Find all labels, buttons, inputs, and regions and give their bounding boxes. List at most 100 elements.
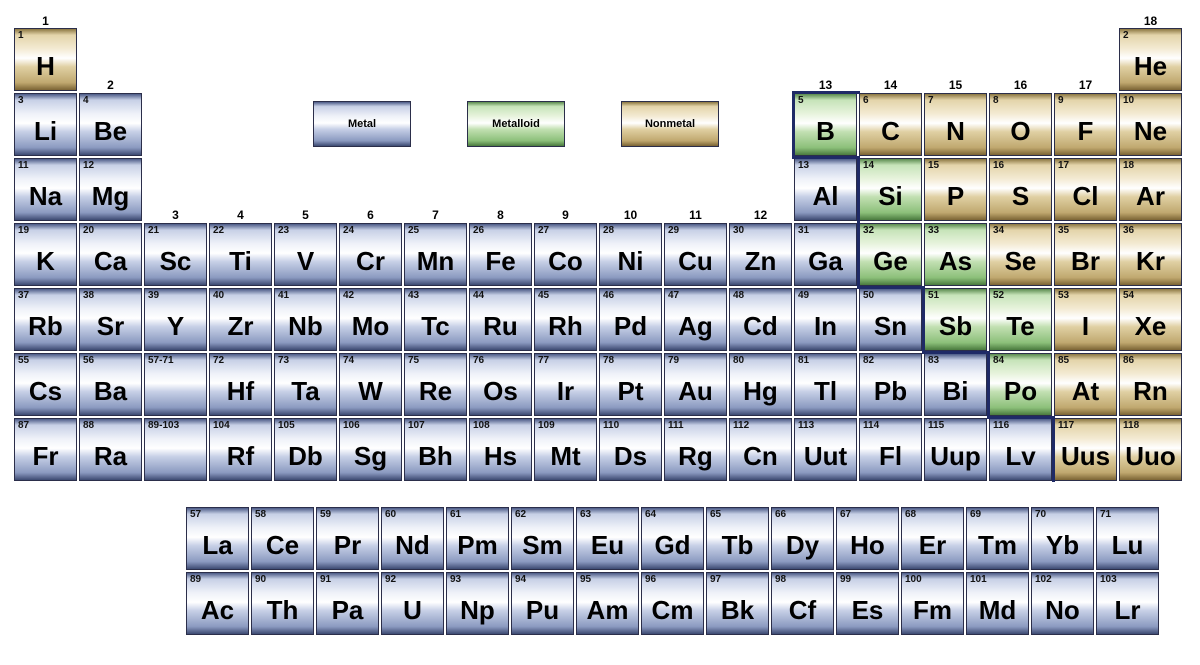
element-cell-Ga: 31Ga: [794, 223, 857, 286]
element-symbol: Ta: [275, 376, 336, 407]
element-symbol: Fm: [902, 595, 963, 626]
element-symbol: N: [925, 116, 986, 147]
element-cell-Te: 52Te: [989, 288, 1052, 351]
element-cell-Bh: 107Bh: [404, 418, 467, 481]
atomic-number: 18: [1123, 160, 1134, 171]
element-symbol: Mg: [80, 181, 141, 212]
atomic-number: 114: [863, 420, 879, 431]
atomic-number: 43: [408, 290, 419, 301]
group-labels-row1: 118: [14, 14, 1186, 28]
group-number-label: 16: [989, 78, 1052, 92]
group-number-label: 11: [664, 208, 727, 222]
element-cell-As: 33As: [924, 223, 987, 286]
element-symbol: Mt: [535, 441, 596, 472]
element-cell-Ta: 73Ta: [274, 353, 337, 416]
atomic-number: 45: [538, 290, 549, 301]
staircase-segment: [922, 351, 990, 354]
element-cell-Ru: 44Ru: [469, 288, 532, 351]
element-cell-Yb: 70Yb: [1031, 507, 1094, 570]
element-cell-Bk: 97Bk: [706, 572, 769, 635]
atomic-number: 60: [385, 509, 396, 520]
atomic-number: 51: [928, 290, 939, 301]
element-symbol: Ce: [252, 530, 313, 561]
atomic-number: 16: [993, 160, 1004, 171]
atomic-number: 83: [928, 355, 939, 366]
element-symbol: Zn: [730, 246, 791, 277]
element-cell-Rn: 86Rn: [1119, 353, 1182, 416]
atomic-number: 24: [343, 225, 354, 236]
atomic-number: 36: [1123, 225, 1134, 236]
element-symbol: Be: [80, 116, 141, 147]
element-cell-K: 19 K: [14, 223, 77, 286]
atomic-number: 111: [668, 420, 684, 431]
atomic-number: 3: [18, 95, 24, 106]
element-cell-La: 57La: [186, 507, 249, 570]
atomic-number: 28: [603, 225, 614, 236]
atomic-number: 105: [278, 420, 295, 431]
element-symbol: Cu: [665, 246, 726, 277]
element-cell-Br: 35Br: [1054, 223, 1117, 286]
atomic-number: 63: [580, 509, 591, 520]
f-block-grid: 57La58Ce59Pr60Nd61Pm62Sm63Eu64Gd65Tb66Dy…: [186, 507, 1186, 635]
element-symbol: Er: [902, 530, 963, 561]
element-symbol: Hg: [730, 376, 791, 407]
element-symbol: Sm: [512, 530, 573, 561]
element-symbol: As: [925, 246, 986, 277]
element-cell-Np: 93 Np: [446, 572, 509, 635]
element-symbol: Y: [145, 311, 206, 342]
element-cell-Fe: 26Fe: [469, 223, 532, 286]
element-cell-Ir: 77Ir: [534, 353, 597, 416]
atomic-number: 25: [408, 225, 419, 236]
legend-metalloid-label: Metalloid: [492, 118, 540, 130]
group-number-label: 8: [469, 208, 532, 222]
element-symbol: Cm: [642, 595, 703, 626]
staircase-segment: [922, 287, 925, 352]
element-symbol: Cf: [772, 595, 833, 626]
element-symbol: Mo: [340, 311, 401, 342]
element-cell-Hf: 72Hf: [209, 353, 272, 416]
atomic-number: 76: [473, 355, 484, 366]
element-symbol: W: [340, 376, 401, 407]
element-cell-Na: 11Na: [14, 158, 77, 221]
element-cell-Es: 99Es: [836, 572, 899, 635]
atomic-number: 92: [385, 574, 396, 585]
atomic-number: 93: [450, 574, 461, 585]
element-cell-Rf: 104Rf: [209, 418, 272, 481]
element-cell-Cn: 112Cn: [729, 418, 792, 481]
element-symbol: At: [1055, 376, 1116, 407]
element-symbol: Pb: [860, 376, 921, 407]
atomic-number: 19: [18, 225, 29, 236]
element-symbol: K: [15, 246, 76, 277]
atomic-number: 41: [278, 290, 289, 301]
element-symbol: Sr: [80, 311, 141, 342]
element-symbol: Uut: [795, 441, 856, 472]
atomic-number: 30: [733, 225, 744, 236]
element-symbol: No: [1032, 595, 1093, 626]
element-cell-Sr: 38Sr: [79, 288, 142, 351]
element-cell-In: 49In: [794, 288, 857, 351]
element-symbol: Yb: [1032, 530, 1093, 561]
element-symbol: Np: [447, 595, 508, 626]
atomic-number: 56: [83, 355, 94, 366]
element-cell-Pr: 59Pr: [316, 507, 379, 570]
element-cell-Lv: 116Lv: [989, 418, 1052, 481]
element-symbol: Au: [665, 376, 726, 407]
staircase-segment: [792, 156, 860, 159]
element-symbol: Ga: [795, 246, 856, 277]
element-symbol: Nd: [382, 530, 443, 561]
atomic-number: 71: [1100, 509, 1111, 520]
atomic-number: 47: [668, 290, 679, 301]
element-cell-Ni: 28Ni: [599, 223, 662, 286]
element-cell-Uut: 113Uut: [794, 418, 857, 481]
element-cell-Md: 101Md: [966, 572, 1029, 635]
atomic-number: 49: [798, 290, 809, 301]
element-symbol: Os: [470, 376, 531, 407]
element-cell-Ra: 88Ra: [79, 418, 142, 481]
atomic-number: 44: [473, 290, 484, 301]
element-symbol: Ho: [837, 530, 898, 561]
element-cell-Lr: 103Lr: [1096, 572, 1159, 635]
atomic-number: 21: [148, 225, 159, 236]
periodic-table: 118 1H2He3Li4Be5B6C7N8O9F10Ne11Na12Mg13A…: [14, 14, 1186, 635]
atomic-number: 11: [18, 160, 29, 171]
element-cell-At: 85At: [1054, 353, 1117, 416]
